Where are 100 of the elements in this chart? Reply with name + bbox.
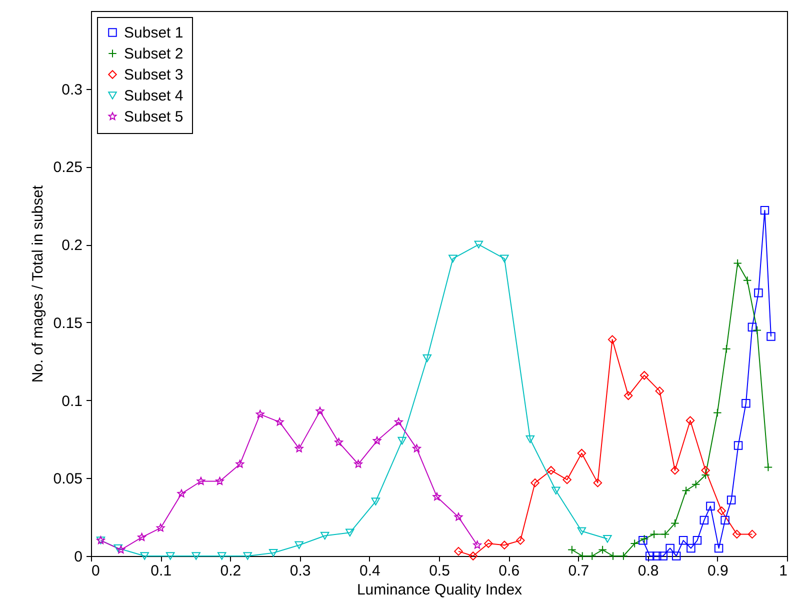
point bbox=[706, 502, 715, 511]
y-axis-title: No. of mages / Total in subset bbox=[29, 184, 46, 383]
point bbox=[760, 206, 770, 215]
point bbox=[640, 371, 649, 380]
point bbox=[316, 406, 324, 415]
point bbox=[156, 524, 165, 532]
point bbox=[713, 408, 722, 418]
point bbox=[734, 441, 743, 450]
point bbox=[294, 444, 304, 452]
x-tick-label: 0.4 bbox=[359, 562, 380, 580]
x-tick-label: 0.3 bbox=[290, 562, 311, 580]
point bbox=[398, 436, 406, 445]
point bbox=[646, 552, 654, 560]
x-tick-label: 0.1 bbox=[150, 562, 172, 580]
point bbox=[500, 254, 509, 262]
point bbox=[742, 399, 750, 408]
y-tick-label: 0.2 bbox=[62, 237, 82, 254]
point bbox=[748, 322, 757, 332]
point bbox=[236, 460, 244, 468]
point bbox=[196, 476, 206, 485]
point bbox=[701, 466, 710, 475]
legend-label: Subset 3 bbox=[124, 66, 184, 84]
point bbox=[608, 335, 617, 344]
point bbox=[116, 545, 126, 554]
x-tick-label: 0.9 bbox=[707, 562, 728, 580]
point bbox=[217, 552, 226, 560]
x-tick-label: 0.2 bbox=[220, 562, 242, 580]
point bbox=[468, 552, 478, 560]
point bbox=[422, 354, 432, 362]
point bbox=[652, 552, 662, 560]
point bbox=[701, 470, 710, 480]
point bbox=[412, 444, 421, 452]
point bbox=[752, 326, 762, 335]
point bbox=[670, 466, 680, 475]
point bbox=[562, 475, 572, 484]
point bbox=[655, 386, 664, 396]
point bbox=[764, 462, 773, 472]
point bbox=[192, 552, 200, 560]
legend-label: Subset 5 bbox=[124, 108, 184, 126]
point bbox=[320, 532, 330, 540]
x-axis-title: Luminance Quality Index bbox=[356, 582, 523, 598]
point bbox=[516, 536, 525, 545]
point bbox=[294, 541, 304, 549]
point bbox=[500, 540, 509, 550]
point bbox=[473, 540, 482, 549]
point bbox=[256, 410, 264, 418]
point bbox=[717, 506, 726, 516]
point bbox=[766, 332, 776, 341]
point bbox=[678, 536, 688, 545]
point bbox=[526, 435, 535, 444]
point bbox=[166, 552, 175, 560]
point bbox=[552, 486, 560, 494]
point bbox=[748, 530, 757, 539]
point bbox=[546, 466, 556, 475]
point bbox=[530, 478, 540, 488]
y-tick-label: 0.3 bbox=[62, 81, 82, 98]
point bbox=[114, 544, 123, 552]
point bbox=[682, 486, 690, 495]
point bbox=[216, 476, 224, 485]
point bbox=[714, 544, 724, 553]
point bbox=[371, 498, 380, 506]
point bbox=[577, 448, 586, 458]
y-tick-label: 0.05 bbox=[53, 470, 82, 488]
point bbox=[243, 552, 252, 560]
point bbox=[726, 496, 736, 504]
y-tick-label: 0.1 bbox=[62, 392, 82, 410]
point bbox=[672, 552, 681, 560]
x-tick-label: 0.7 bbox=[568, 562, 590, 580]
point bbox=[598, 545, 607, 554]
point bbox=[354, 460, 362, 468]
point bbox=[140, 552, 149, 560]
point bbox=[474, 240, 484, 248]
point bbox=[372, 436, 382, 444]
point bbox=[346, 528, 354, 536]
point bbox=[394, 418, 403, 426]
point bbox=[577, 527, 586, 535]
y-tick-label: 0.25 bbox=[53, 159, 82, 176]
point bbox=[334, 438, 343, 446]
legend-label: Subset 1 bbox=[124, 24, 184, 42]
point bbox=[448, 254, 458, 262]
point bbox=[686, 416, 695, 425]
x-tick-label: 1 bbox=[779, 562, 788, 580]
point bbox=[630, 539, 639, 548]
point bbox=[692, 536, 702, 545]
x-tick-label: 0.5 bbox=[429, 562, 450, 580]
point bbox=[660, 530, 670, 539]
point bbox=[454, 512, 463, 521]
point bbox=[733, 258, 742, 268]
point bbox=[666, 544, 674, 553]
point bbox=[177, 489, 186, 498]
point bbox=[686, 544, 696, 553]
point bbox=[732, 530, 742, 539]
x-tick-label: 0.6 bbox=[498, 562, 520, 580]
x-tick-label: 0 bbox=[92, 562, 100, 580]
point bbox=[720, 516, 730, 525]
point bbox=[454, 546, 463, 556]
x-tick-label: 0.8 bbox=[638, 562, 659, 580]
point bbox=[658, 552, 668, 560]
point bbox=[722, 344, 731, 354]
point bbox=[568, 545, 576, 554]
